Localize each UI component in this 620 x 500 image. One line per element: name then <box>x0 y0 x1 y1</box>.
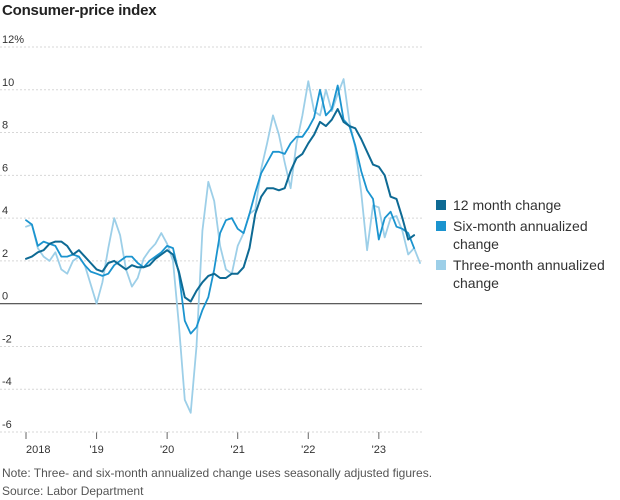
x-tick-label: 2018 <box>26 444 50 456</box>
legend-item-12-month: 12 month change <box>436 196 620 214</box>
y-axis-ticks: 12% 10 8 6 4 2 0 -2 -4 -6 <box>2 34 24 431</box>
series-line-three <box>25 78 421 414</box>
legend-label-six-month: Six-month annualized change <box>453 218 588 252</box>
y-tick-label: 10 <box>2 77 14 89</box>
series-lines <box>25 78 421 414</box>
y-tick-label: -6 <box>2 419 12 431</box>
chart-note: Note: Three- and six-month annualized ch… <box>2 466 433 480</box>
x-tick-label: '21 <box>231 444 245 456</box>
gridlines <box>0 46 422 433</box>
x-axis-ticks: 2018 '19 '20 '21 '22 '23 <box>0 431 422 456</box>
y-tick-label: 2 <box>2 248 8 260</box>
series-line-six <box>25 84 416 335</box>
chart-title: Consumer-price index <box>2 2 157 19</box>
legend-label-three-month: Three-month annualized change <box>453 257 605 291</box>
legend-item-three-month: Three-month annualized change <box>436 256 620 292</box>
y-tick-label: 8 <box>2 120 8 132</box>
legend-label-12-month: 12 month change <box>453 197 562 213</box>
legend-swatch-12-month <box>436 200 446 210</box>
chart-source: Source: Labor Department <box>2 484 144 498</box>
legend-swatch-three-month <box>436 260 446 270</box>
legend-item-six-month: Six-month annualized change <box>436 217 620 253</box>
x-tick-label: '23 <box>372 444 386 456</box>
y-tick-label: 6 <box>2 162 8 174</box>
legend-swatch-six-month <box>436 221 446 231</box>
cpi-line-chart: 12% 10 8 6 4 2 0 -2 -4 -6 2018 '19 '20 '21 '22 '23 <box>0 34 422 456</box>
y-tick-label: -2 <box>2 333 12 345</box>
x-tick-label: '22 <box>301 444 315 456</box>
y-tick-label: 0 <box>2 291 8 303</box>
legend: 12 month change Six-month annualized cha… <box>436 196 620 295</box>
y-tick-label: 12% <box>2 34 24 46</box>
x-tick-label: '19 <box>89 444 103 456</box>
x-tick-label: '20 <box>160 444 174 456</box>
y-tick-label: -4 <box>2 376 12 388</box>
series-line-twelve <box>25 108 416 303</box>
y-tick-label: 4 <box>2 205 8 217</box>
